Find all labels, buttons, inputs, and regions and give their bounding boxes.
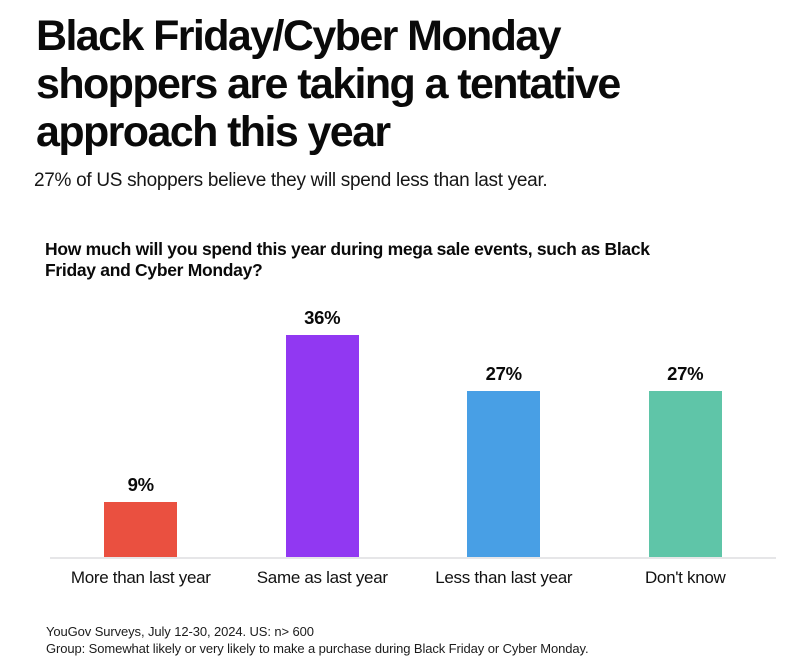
- page-title-line-3: approach this year: [36, 108, 391, 156]
- chart-columns: 9% 36% 27% 27%: [50, 300, 776, 559]
- bar-more-than-last-year: [104, 501, 178, 557]
- category-label: Don't know: [644, 568, 726, 587]
- bar-value-label: 36%: [304, 307, 341, 328]
- category-label: Less than last year: [435, 568, 573, 587]
- category-label: More than last year: [70, 568, 211, 587]
- bar-chart: 9% 36% 27% 27% More than last year Same as l…: [50, 300, 776, 588]
- chart-question-line-1: How much will you spend this year during…: [45, 239, 650, 259]
- page-title-line-1: Black Friday/Cyber Monday: [36, 12, 562, 60]
- bar-column-more-than-last-year: 9%: [50, 473, 232, 557]
- source-note-line-2: Group: Somewhat likely or very likely to…: [46, 640, 589, 656]
- chart-question-line-2: Friday and Cyber Monday?: [45, 260, 263, 280]
- page-title-line-2: shoppers are taking a tentative: [36, 60, 621, 108]
- bar-value-label: 27%: [485, 362, 522, 384]
- bar-less-than-last-year: [467, 390, 541, 557]
- bar-column-same-as-last-year: 36%: [232, 307, 414, 557]
- bar-column-don-t-know: 27%: [595, 362, 777, 557]
- source-note-line-1: YouGov Surveys, July 12-30, 2024. US: n>…: [46, 624, 314, 639]
- category-label: Same as last year: [256, 568, 388, 587]
- chart-question: How much will you spend this year during…: [45, 239, 650, 281]
- bar-same-as-last-year: [285, 335, 359, 557]
- bar-value-label: 27%: [667, 362, 704, 384]
- category-labels: More than last year Same as last year Less…: [50, 559, 776, 588]
- page-title: Black Friday/Cyber Monday shoppers are t…: [36, 12, 621, 156]
- source-note: YouGov Surveys, July 12-30, 2024. US: n>…: [46, 624, 589, 657]
- bar-don-t-know: [648, 390, 722, 557]
- bar-column-less-than-last-year: 27%: [413, 362, 595, 557]
- page-subtitle: 27% of US shoppers believe they will spe…: [34, 170, 548, 191]
- bar-value-label: 9%: [127, 473, 154, 495]
